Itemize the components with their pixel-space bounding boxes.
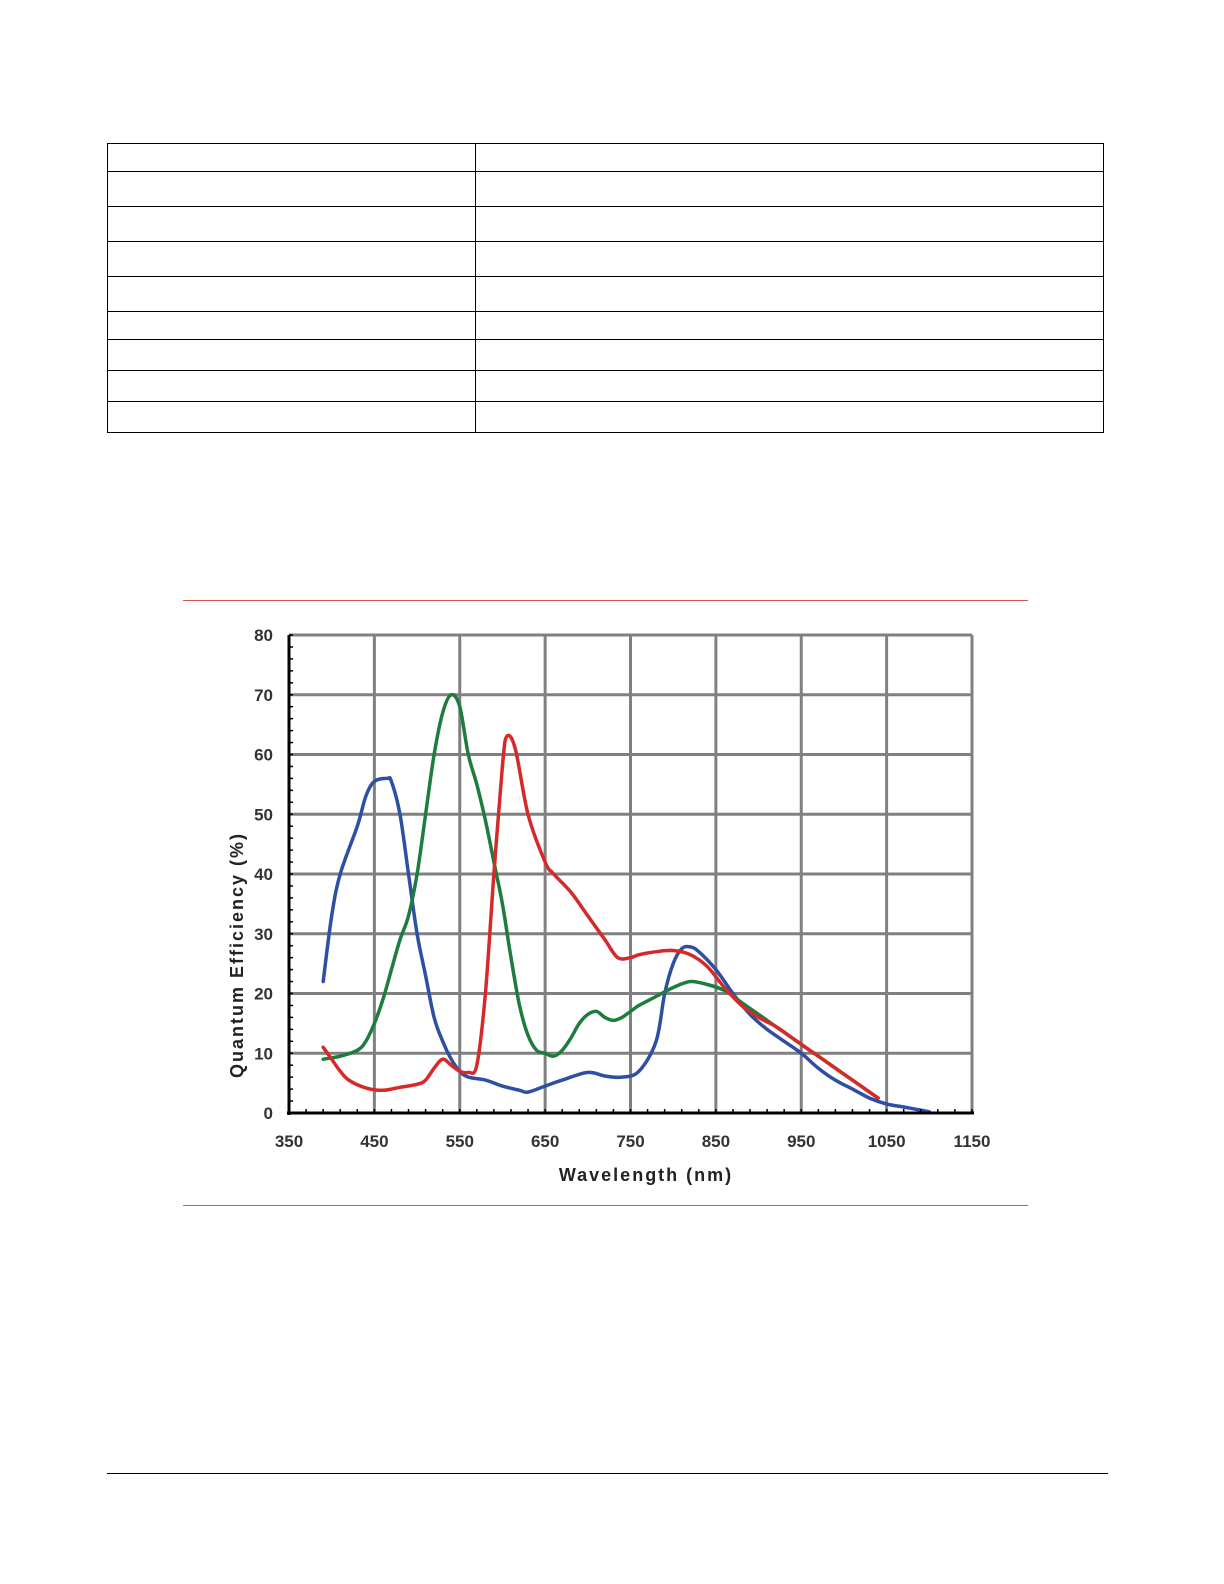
x-tick-label: 550	[446, 1132, 474, 1151]
spec-label-cell	[107, 339, 476, 371]
table-row	[107, 370, 1104, 402]
spec-value-cell	[475, 171, 1104, 207]
grid-layer	[289, 633, 974, 1113]
spec-label-cell	[107, 171, 476, 207]
y-tick-label: 70	[254, 686, 273, 705]
y-tick-label: 60	[254, 746, 273, 765]
y-axis-title: Quantum Efficiency (%)	[227, 832, 247, 1078]
spec-label-cell	[107, 311, 476, 340]
x-tick-label: 850	[702, 1132, 730, 1151]
quantum-efficiency-chart: 350 450 550 650 750 850 950 1050 1150 0 10 20 30 40 50…	[183, 600, 1028, 1206]
y-tick-label: 0	[264, 1104, 273, 1123]
spec-label-cell	[107, 241, 476, 277]
spec-value-cell	[475, 276, 1104, 312]
y-tick-label: 80	[254, 626, 273, 645]
y-tick-label: 30	[254, 925, 273, 944]
table-row	[107, 171, 1104, 207]
table-row	[107, 311, 1104, 340]
y-tick-label: 10	[254, 1044, 273, 1063]
spec-label-cell	[107, 370, 476, 402]
spec-value-cell	[475, 339, 1104, 371]
spec-value-cell	[475, 311, 1104, 340]
spec-table	[107, 143, 1104, 433]
spec-value-cell	[475, 241, 1104, 277]
spec-value-cell	[475, 206, 1104, 242]
table-row	[107, 339, 1104, 371]
spec-value-cell	[475, 401, 1104, 433]
spec-value-cell	[475, 143, 1104, 172]
spec-label-cell	[107, 206, 476, 242]
x-tick-label: 750	[616, 1132, 644, 1151]
table-row	[107, 276, 1104, 312]
y-tick-label: 40	[254, 865, 273, 884]
y-tick-label: 20	[254, 985, 273, 1004]
spec-label-cell	[107, 276, 476, 312]
spec-label-cell	[107, 401, 476, 433]
spec-value-cell	[475, 370, 1104, 402]
series-line	[321, 692, 880, 1100]
x-tick-label: 450	[360, 1132, 388, 1151]
series-line	[321, 775, 932, 1114]
x-tick-label: 950	[787, 1132, 815, 1151]
x-tick-label: 350	[275, 1132, 303, 1151]
table-row	[107, 401, 1104, 433]
chart-canvas: 350 450 550 650 750 850 950 1050 1150 0 10 20 30 40 50…	[227, 626, 990, 1185]
x-axis-title: Wavelength (nm)	[559, 1165, 733, 1185]
footer-rule	[107, 1473, 1108, 1474]
x-tick-label: 1050	[868, 1132, 906, 1151]
x-tick-label: 1150	[954, 1132, 991, 1151]
spec-label-cell	[107, 143, 476, 172]
series-line	[321, 733, 880, 1100]
x-tick-label: 650	[531, 1132, 559, 1151]
axis-layer	[287, 634, 974, 1115]
table-row	[107, 206, 1104, 242]
table-row	[107, 241, 1104, 277]
series-layer	[321, 692, 932, 1114]
y-tick-label: 50	[254, 805, 273, 824]
spec-table-body	[107, 143, 1104, 433]
label-layer: 350 450 550 650 750 850 950 1050 1150 0 10 20 30 40 50…	[254, 626, 990, 1151]
table-row	[107, 143, 1104, 172]
